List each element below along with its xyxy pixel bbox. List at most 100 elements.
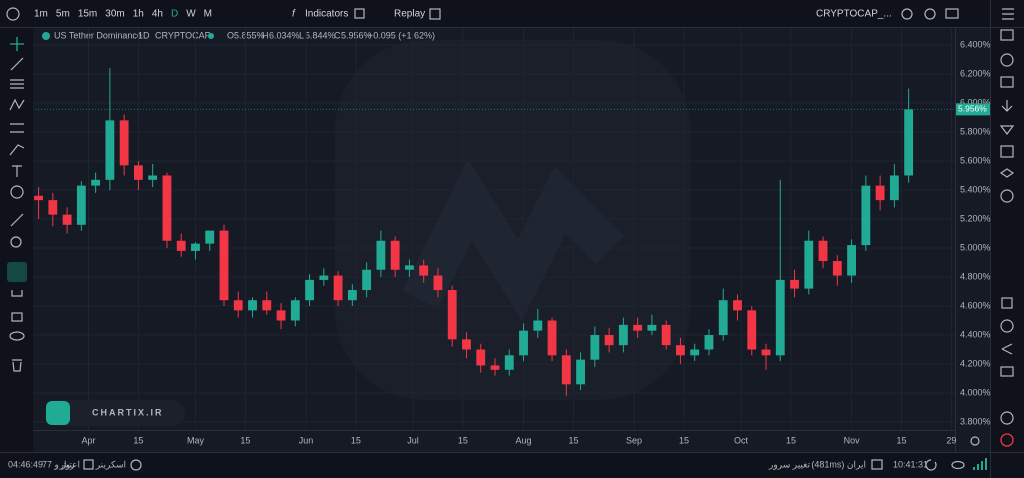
days-left: 77 روز و — [42, 459, 74, 470]
eye-icon[interactable] — [951, 460, 965, 470]
legend-low: 5.844% — [305, 30, 336, 40]
candle-body — [419, 265, 429, 276]
x-tick-label: Jul — [407, 435, 419, 445]
globe-icon[interactable] — [1000, 189, 1014, 203]
measure-tool[interactable] — [10, 123, 24, 133]
text-tool[interactable] — [12, 165, 22, 177]
ruler-tool[interactable] — [10, 213, 24, 227]
candle-body — [590, 335, 600, 360]
fib-tool[interactable] — [10, 79, 24, 89]
info-icon[interactable] — [1000, 411, 1014, 425]
zoom-tool[interactable] — [10, 236, 22, 248]
axis-settings-icon[interactable] — [970, 436, 980, 446]
alert-icon[interactable] — [901, 8, 913, 20]
trash-tool[interactable] — [12, 359, 22, 372]
apps-icon[interactable] — [1001, 297, 1013, 309]
x-tick-label: 29 — [946, 435, 956, 445]
candle-body — [576, 359, 586, 385]
candle-body — [618, 324, 628, 346]
lock-tool[interactable] — [11, 312, 23, 322]
screener[interactable]: اسکرینر — [95, 459, 126, 470]
magnet-tool[interactable] — [7, 262, 27, 282]
watchlist-icon[interactable] — [1000, 29, 1014, 41]
candle-body — [376, 240, 386, 270]
candle-body — [490, 365, 500, 370]
candle-body — [105, 120, 115, 180]
candle-body — [718, 300, 728, 336]
x-tick-label: 15 — [458, 435, 468, 445]
add-icon[interactable] — [6, 7, 20, 21]
calendar-icon[interactable] — [1000, 145, 1014, 158]
download-icon[interactable] — [1001, 100, 1013, 112]
interval-button[interactable]: 30m — [105, 9, 124, 20]
candle-body — [547, 320, 557, 356]
card-icon[interactable] — [1000, 366, 1014, 377]
share-icon[interactable] — [1001, 343, 1013, 355]
candle-body — [362, 269, 372, 291]
candle-body — [561, 355, 571, 385]
pattern-tool[interactable] — [9, 98, 25, 111]
y-tick-label: 6.200% — [960, 68, 991, 78]
interval-button[interactable]: 1h — [133, 9, 144, 20]
candle-body — [205, 230, 215, 244]
emoji-tool[interactable] — [10, 185, 24, 199]
candle-body — [847, 245, 857, 276]
legend-open: 5.855% — [234, 30, 265, 40]
dollar-icon[interactable] — [1000, 53, 1014, 67]
news-icon[interactable] — [1000, 76, 1014, 88]
calendar-small-icon — [83, 459, 94, 470]
camera-icon[interactable] — [945, 8, 959, 19]
interval-button[interactable]: 4h — [152, 9, 163, 20]
settings-icon[interactable] — [924, 8, 936, 20]
x-tick-label: Aug — [516, 435, 532, 445]
hide-tool[interactable] — [9, 331, 25, 341]
menu-icon[interactable] — [1002, 8, 1014, 20]
candle-body — [290, 300, 300, 321]
candle-body — [462, 339, 471, 350]
y-tick-label: 5.400% — [960, 184, 991, 194]
candle-body — [76, 185, 86, 225]
interval-button[interactable]: D — [171, 9, 178, 20]
layers-icon[interactable] — [999, 168, 1015, 178]
change-server[interactable]: تغییر سرور — [768, 459, 810, 470]
interval-button[interactable]: W — [186, 9, 196, 20]
interval-button[interactable]: 5m — [56, 9, 70, 20]
candle-body — [747, 310, 757, 350]
replay-button[interactable]: Replay — [394, 9, 425, 20]
legend-exchange: CRYPTOCAP — [155, 30, 211, 40]
filter-icon[interactable] — [999, 125, 1015, 135]
candle-body — [533, 320, 543, 331]
refresh-icon[interactable] — [925, 459, 937, 471]
brush-tool[interactable] — [9, 144, 25, 156]
candle-body — [305, 279, 314, 301]
legend-interval: 1D — [138, 30, 150, 40]
indicators-button[interactable]: Indicators — [305, 9, 348, 20]
watermark-icon — [402, 159, 625, 321]
x-tick-label: Sep — [626, 435, 642, 445]
interval-button[interactable]: M — [204, 9, 212, 20]
layout-icon[interactable] — [354, 8, 365, 19]
candle-body — [519, 330, 528, 356]
legend-change: +0.095 (+1.62%) — [368, 30, 435, 40]
power-icon[interactable] — [1000, 433, 1014, 447]
lock-draw-tool[interactable] — [11, 290, 23, 297]
x-tick-label: May — [187, 435, 205, 445]
symbol-button[interactable]: CRYPTOCAP_... — [816, 9, 892, 20]
interval-button[interactable]: 1m — [34, 9, 48, 20]
candle-body — [676, 345, 685, 356]
rect-icon[interactable] — [429, 8, 441, 20]
candle-body — [34, 195, 43, 201]
line-tool[interactable] — [10, 57, 24, 71]
crosshair-tool[interactable] — [10, 37, 24, 51]
candle-body — [248, 300, 257, 311]
interval-button[interactable]: 15m — [78, 9, 97, 20]
candle-body — [219, 230, 229, 301]
candle-body — [319, 275, 329, 280]
candle-body — [233, 300, 243, 311]
support-icon[interactable] — [1000, 319, 1014, 333]
candle-body — [447, 290, 457, 340]
candle-body — [790, 279, 799, 289]
left-toolbar — [7, 37, 27, 372]
y-tick-label: 5.800% — [960, 126, 991, 136]
